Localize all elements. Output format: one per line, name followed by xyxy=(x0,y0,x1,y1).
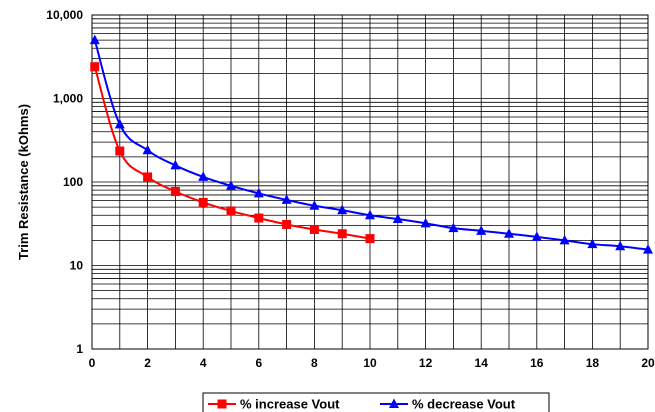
data-point xyxy=(476,225,487,235)
data-point xyxy=(282,219,292,229)
data-point xyxy=(114,118,125,129)
data-point xyxy=(198,171,209,181)
data-point xyxy=(504,228,514,238)
x-tick-label: 12 xyxy=(419,356,433,370)
data-point xyxy=(89,34,100,45)
data-point xyxy=(587,238,598,249)
series-layer xyxy=(89,34,653,254)
data-point xyxy=(337,229,347,239)
grid-lines xyxy=(92,14,648,350)
x-tick-label: 6 xyxy=(255,356,262,370)
data-point xyxy=(90,62,100,72)
data-point xyxy=(309,224,319,234)
data-point xyxy=(337,204,348,215)
data-point xyxy=(142,144,153,155)
data-point xyxy=(448,222,459,233)
data-point xyxy=(198,197,208,207)
data-point xyxy=(170,186,180,196)
x-tick-label: 4 xyxy=(200,356,207,370)
legend-box xyxy=(202,392,550,412)
legend-label: % increase Vout xyxy=(240,397,340,412)
y-tick-label: 10,000 xyxy=(46,8,83,22)
x-tick-label: 0 xyxy=(89,356,96,370)
y-tick-label: 10 xyxy=(70,259,84,273)
y-tick-label: 100 xyxy=(63,175,83,189)
legend: % increase Vout % decrease Vout xyxy=(202,392,550,412)
data-point xyxy=(253,187,264,198)
data-point xyxy=(281,194,292,204)
y-tick-label: 1,000 xyxy=(53,92,83,106)
y-tick-labels: 1 10 100 1,000 10,000 xyxy=(46,8,83,356)
x-tick-label: 8 xyxy=(311,356,318,370)
x-tick-label: 16 xyxy=(530,356,544,370)
x-tick-label: 18 xyxy=(586,356,600,370)
data-point xyxy=(143,172,153,182)
series-increase xyxy=(90,62,375,244)
data-point xyxy=(615,240,626,251)
x-tick-label: 2 xyxy=(144,356,151,370)
y-tick-label: 1 xyxy=(76,342,83,356)
data-point xyxy=(226,206,236,216)
data-point xyxy=(365,209,375,220)
y-axis-label: Trim Resistance (kOhms) xyxy=(16,104,31,260)
data-point xyxy=(309,200,320,210)
plot-area-frame xyxy=(91,14,649,350)
legend-items: % increase Vout % decrease Vout xyxy=(208,397,516,412)
data-point xyxy=(559,234,570,245)
legend-marker xyxy=(389,398,399,408)
x-tick-label: 20 xyxy=(641,356,655,370)
legend-label: % decrease Vout xyxy=(412,397,516,412)
data-point xyxy=(392,213,403,224)
data-point xyxy=(420,217,431,228)
data-point xyxy=(643,244,653,254)
legend-marker xyxy=(217,399,227,409)
x-tick-label: 10 xyxy=(363,356,377,370)
data-point xyxy=(170,159,181,170)
x-tick-labels: 0 2 4 6 8 10 12 14 16 18 20 xyxy=(89,356,655,370)
data-point xyxy=(226,180,236,190)
x-tick-label: 14 xyxy=(475,356,489,370)
data-point xyxy=(531,231,542,241)
data-point xyxy=(115,146,125,156)
data-point xyxy=(365,234,375,244)
data-point xyxy=(254,213,264,223)
series-decrease xyxy=(89,34,653,254)
